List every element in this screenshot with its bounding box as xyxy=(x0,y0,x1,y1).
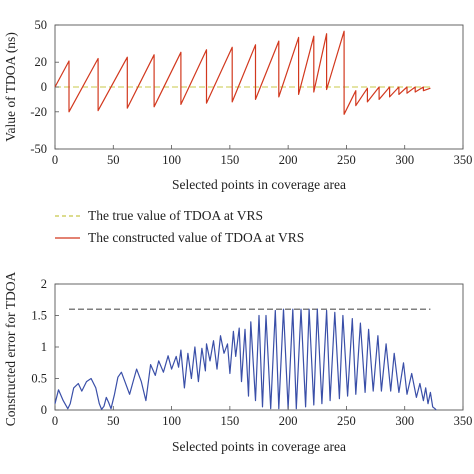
y-tick-label: 1 xyxy=(41,340,47,354)
y-tick-label: -50 xyxy=(30,142,47,156)
x-tick-label: 250 xyxy=(337,153,356,167)
y-tick-label: 1.5 xyxy=(31,309,47,323)
x-tick-label: 150 xyxy=(220,153,239,167)
y-tick-label: 2 xyxy=(41,277,47,291)
tdoa-error-chart: 0 50 100 150 200 250 300 350 2 1.5 1 0.5 0 Selected… xyxy=(3,271,472,454)
x-tick-label: 200 xyxy=(279,414,298,428)
series-line-data xyxy=(54,308,437,411)
x-axis-label: Selected points in coverage area xyxy=(172,177,346,192)
x-tick-label: 50 xyxy=(107,414,120,428)
x-tick-label: 0 xyxy=(52,153,58,167)
x-tick-label: 100 xyxy=(162,414,181,428)
x-axis-label: Selected points in coverage area xyxy=(172,439,346,454)
x-tick-label: 300 xyxy=(395,153,414,167)
plot-frame xyxy=(54,283,464,411)
x-ticks: 0 50 100 150 200 250 300 350 xyxy=(52,406,473,428)
y-axis-label: Constructed error for TDOA xyxy=(3,271,18,426)
y-ticks: 2 1.5 1 0.5 0 xyxy=(31,277,59,417)
x-tick-label: 350 xyxy=(454,153,473,167)
x-tick-label: 200 xyxy=(279,153,298,167)
x-tick-label: 300 xyxy=(395,414,414,428)
y-tick-label: 0 xyxy=(41,80,47,94)
y-tick-label: -20 xyxy=(30,105,47,119)
series-group xyxy=(54,308,437,411)
y-tick-label: 0 xyxy=(41,403,47,417)
legend-label-true-value: The true value of TDOA at VRS xyxy=(88,208,263,223)
x-tick-label: 0 xyxy=(52,414,58,428)
series-group xyxy=(54,30,431,115)
x-tick-label: 50 xyxy=(107,153,120,167)
legend-label-constructed-value: The constructed value of TDOA at VRS xyxy=(88,230,304,245)
y-tick-label: 0.5 xyxy=(31,372,47,386)
series-line-data xyxy=(54,30,431,115)
y-axis-label: Value of TDOA (ns) xyxy=(3,32,18,142)
x-ticks: 0 50 100 150 200 250 300 350 xyxy=(52,145,473,167)
x-tick-label: 250 xyxy=(337,414,356,428)
y-ticks: 50 20 0 -20 -50 xyxy=(30,18,59,156)
y-tick-label: 50 xyxy=(35,18,48,32)
x-tick-label: 150 xyxy=(220,414,239,428)
x-tick-label: 100 xyxy=(162,153,181,167)
y-tick-label: 20 xyxy=(35,55,48,69)
legend: The true value of TDOA at VRS The constr… xyxy=(55,208,304,245)
x-tick-label: 350 xyxy=(454,414,473,428)
